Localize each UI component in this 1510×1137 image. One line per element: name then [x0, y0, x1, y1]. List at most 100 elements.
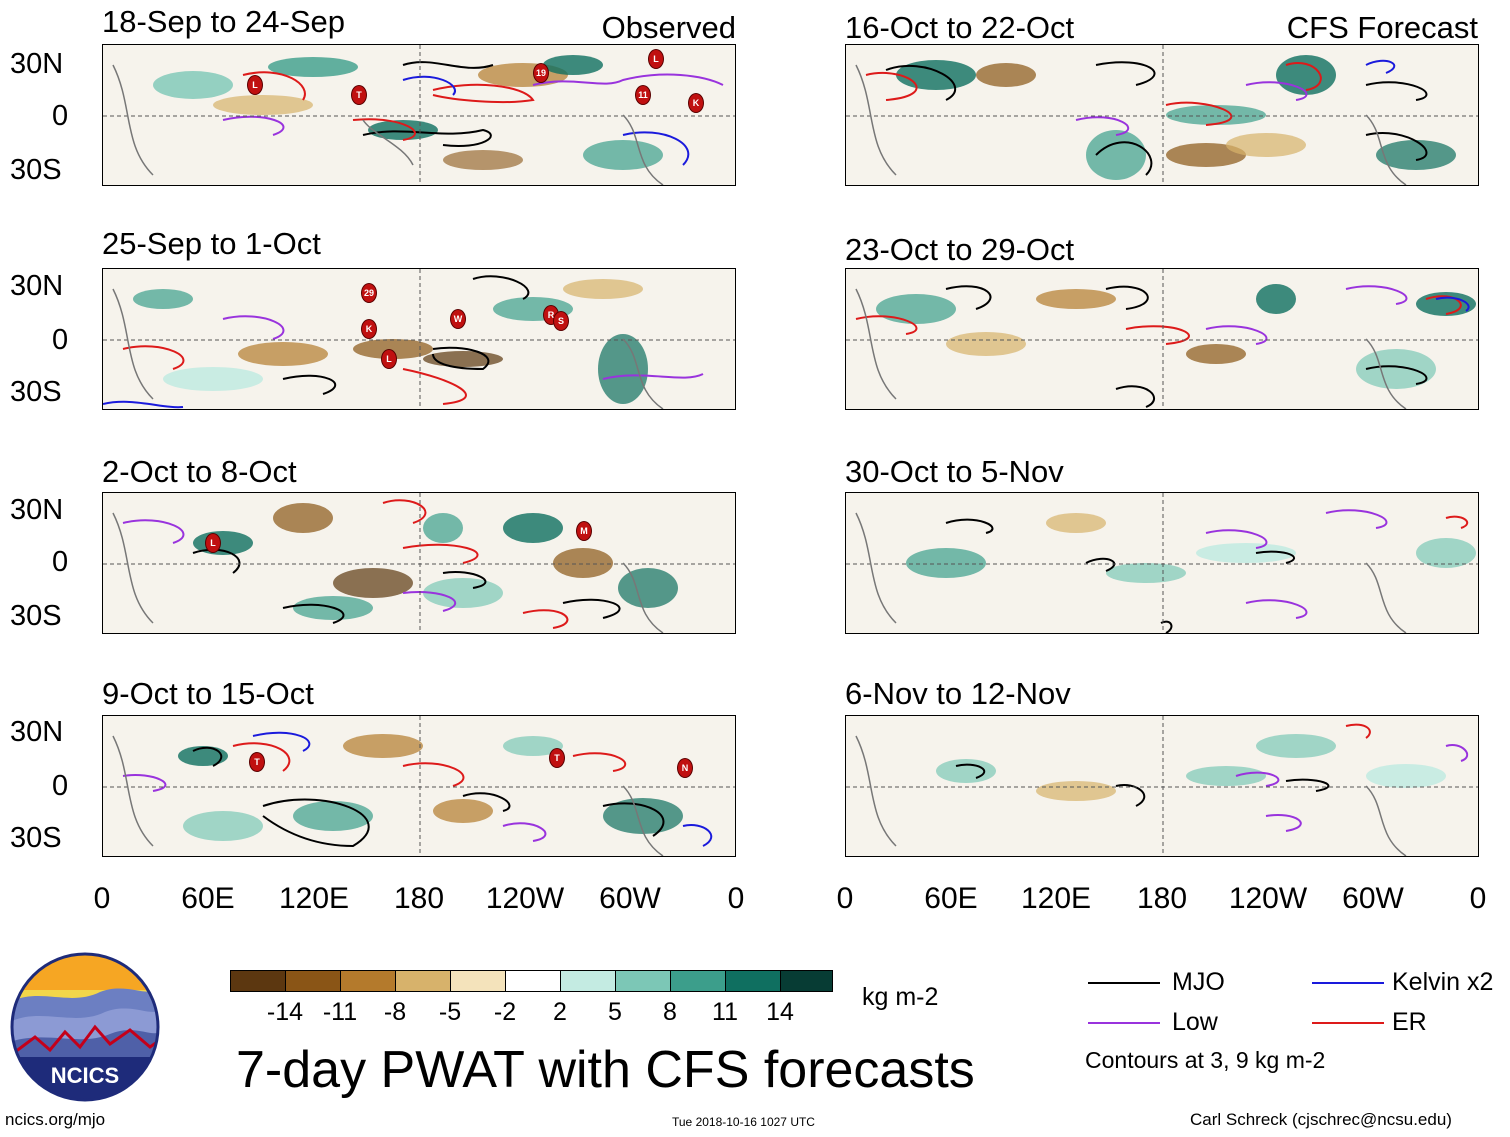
map-panel-right-3 [845, 492, 1479, 634]
colorbar-swatch [340, 970, 396, 992]
map-left-3-graphic [103, 493, 735, 633]
colorbar-swatch [450, 970, 506, 992]
map-right-2-graphic [846, 269, 1478, 409]
lon-label: 60E [181, 882, 235, 915]
map-left-2-graphic [103, 269, 735, 409]
lat-label: 30S [10, 376, 62, 408]
colorbar-swatch [615, 970, 671, 992]
tropical-cyclone-icon: T [249, 752, 265, 772]
tropical-cyclone-icon: S [553, 311, 569, 331]
map-panel-right-4 [845, 715, 1479, 857]
colorbar-swatch [505, 970, 561, 992]
panel-title-right-1: 16-Oct to 22-Oct [845, 10, 1075, 45]
map-left-1-graphic [103, 45, 735, 185]
colorbar-swatch [780, 970, 833, 992]
tropical-cyclone-icon: 19 [533, 63, 549, 83]
footer-url: ncics.org/mjo [5, 1110, 106, 1129]
lat-label: 0 [52, 770, 69, 802]
legend-mjo-line [1088, 982, 1160, 984]
tropical-cyclone-icon: N [677, 758, 693, 778]
colorbar-tick: -11 [322, 998, 358, 1026]
colorbar-tick: 11 [712, 998, 738, 1026]
colorbar-swatch [395, 970, 451, 992]
colorbar-tick: 8 [663, 998, 677, 1026]
colorbar-tick: -8 [383, 998, 407, 1026]
footer-author: Carl Schreck (cjschrec@ncsu.edu) [1190, 1110, 1452, 1129]
lat-label: 30N [10, 270, 64, 302]
lon-label: 60W [599, 882, 661, 915]
tropical-cyclone-icon: K [361, 319, 377, 339]
lat-label: 30S [10, 154, 62, 186]
tropical-cyclone-icon: 29 [361, 283, 377, 303]
colorbar-tick: -14 [266, 998, 304, 1026]
tropical-cyclone-icon: T [351, 85, 367, 105]
panel-title-left-2: 25-Sep to 1-Oct [102, 226, 321, 261]
panel-title-right-2: 23-Oct to 29-Oct [845, 232, 1075, 267]
tropical-cyclone-icon: L [247, 75, 263, 95]
map-panel-left-2: 29 K L W R S [102, 268, 736, 410]
legend-kelvin-line [1312, 982, 1384, 984]
tropical-cyclone-icon: 11 [635, 85, 651, 105]
tropical-cyclone-icon: W [450, 309, 466, 329]
colorbar-tick: 14 [766, 998, 794, 1026]
legend-er-label: ER [1392, 1008, 1427, 1036]
legend-kelvin-label: Kelvin x2 [1392, 968, 1494, 996]
colorbar-swatch [230, 970, 286, 992]
forecast-header: CFS Forecast [1286, 10, 1478, 45]
contours-note: Contours at 3, 9 kg m-2 [1085, 1047, 1326, 1073]
observed-header: Observed [601, 10, 736, 45]
lon-label: 180 [393, 882, 445, 915]
lon-label: 120W [485, 882, 565, 915]
lat-label: 30S [10, 600, 62, 632]
lat-label: 0 [52, 546, 69, 578]
lon-label: 60E [924, 882, 978, 915]
colorbar-swatch [560, 970, 616, 992]
panel-title-left-1: 18-Sep to 24-Sep [102, 4, 346, 39]
lon-label: 180 [1136, 882, 1188, 915]
map-right-3-graphic [846, 493, 1478, 633]
colorbar-tick: -2 [493, 998, 517, 1026]
map-right-1-graphic [846, 45, 1478, 185]
lat-label: 30S [10, 822, 62, 854]
lat-label: 0 [52, 100, 69, 132]
colorbar-tick: -5 [438, 998, 462, 1026]
colorbar-unit: kg m-2 [862, 983, 939, 1011]
colorbar-swatch [670, 970, 726, 992]
lat-label: 0 [52, 324, 69, 356]
legend-er-line [1312, 1022, 1384, 1024]
colorbar-swatch [725, 970, 781, 992]
map-panel-left-4: T T N [102, 715, 736, 857]
map-panel-right-2 [845, 268, 1479, 410]
colorbar-swatch [285, 970, 341, 992]
lon-label: 0 [1469, 882, 1487, 915]
map-panel-right-1 [845, 44, 1479, 186]
colorbar-tick: 2 [553, 998, 567, 1026]
colorbar-tick: 5 [608, 998, 622, 1026]
footer-timestamp: Tue 2018-10-16 1027 UTC [672, 1115, 815, 1129]
lon-label: 120W [1228, 882, 1308, 915]
panel-title-right-4: 6-Nov to 12-Nov [845, 676, 1071, 711]
map-panel-left-3: L M [102, 492, 736, 634]
legend-low-line [1088, 1022, 1160, 1024]
tropical-cyclone-icon: M [576, 521, 592, 541]
tropical-cyclone-icon: T [549, 748, 565, 768]
lon-label: 0 [836, 882, 854, 915]
logo-text: NCICS [50, 1063, 120, 1088]
main-title: 7-day PWAT with CFS forecasts [236, 1041, 975, 1099]
legend-low-label: Low [1172, 1008, 1218, 1036]
ncics-logo: NCICS [10, 952, 160, 1102]
lon-label: 120E [1020, 882, 1092, 915]
legend-mjo-label: MJO [1172, 968, 1225, 996]
panel-title-left-3: 2-Oct to 8-Oct [102, 454, 297, 489]
map-panel-left-1: L T 19 L 11 K [102, 44, 736, 186]
ncics-logo-graphic [10, 952, 160, 1102]
lat-label: 30N [10, 716, 64, 748]
lat-label: 30N [10, 494, 64, 526]
tropical-cyclone-icon: K [688, 93, 704, 113]
lon-label: 0 [727, 882, 745, 915]
panel-title-right-3: 30-Oct to 5-Nov [845, 454, 1064, 489]
panel-title-left-4: 9-Oct to 15-Oct [102, 676, 314, 711]
tropical-cyclone-icon: L [381, 349, 397, 369]
map-left-4-graphic [103, 716, 735, 856]
lon-label: 60W [1342, 882, 1404, 915]
